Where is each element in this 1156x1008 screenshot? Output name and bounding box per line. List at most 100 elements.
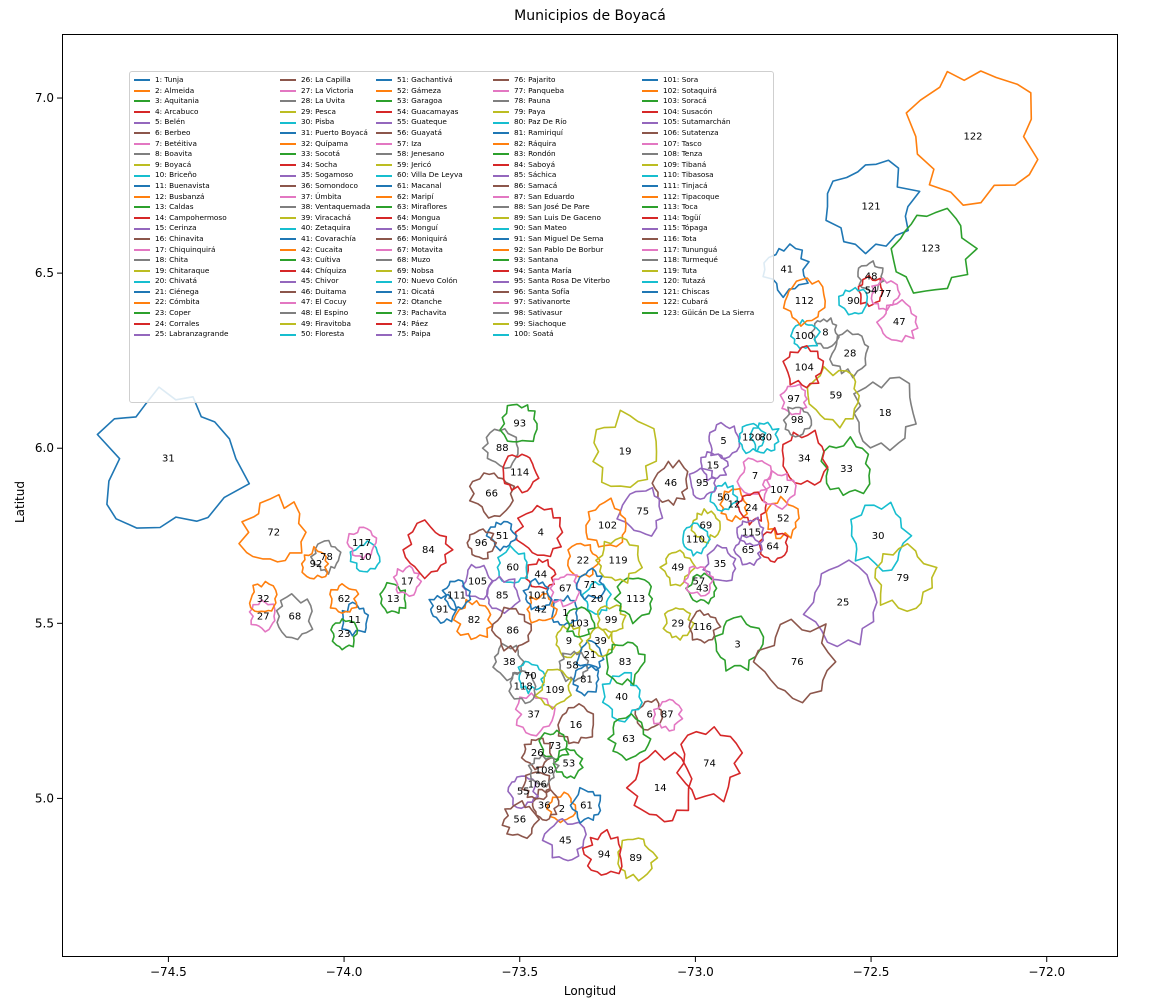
legend-item: 114: Togüí bbox=[642, 213, 754, 224]
municipality-label-105: 105 bbox=[468, 576, 487, 587]
legend-label: 44: Chíquiza bbox=[301, 265, 347, 275]
legend-label: 47: El Cocuy bbox=[301, 297, 347, 307]
municipality-outline-108 bbox=[527, 753, 560, 788]
municipality-outline-22 bbox=[567, 542, 601, 578]
legend-item: 34: Socha bbox=[280, 160, 370, 171]
legend-column: 76: Pajarito 77: Panqueba 78: Pauna 79: Pay… bbox=[493, 75, 610, 340]
legend-swatch bbox=[134, 301, 150, 304]
x-tick-label: −72.5 bbox=[853, 965, 890, 979]
legend-item: 75: Paipa bbox=[376, 329, 463, 340]
legend-item: 27: La Victoria bbox=[280, 86, 370, 97]
legend-swatch bbox=[493, 280, 509, 283]
legend-swatch bbox=[134, 269, 150, 272]
legend-item: 92: San Pablo De Borbur bbox=[493, 245, 610, 256]
legend-item: 9: Boyacá bbox=[134, 160, 228, 171]
municipality-label-39: 39 bbox=[594, 636, 607, 647]
legend-label: 87: San Eduardo bbox=[514, 191, 575, 201]
municipality-outline-2 bbox=[546, 791, 577, 824]
legend-column: 1: Tunja 2: Almeida 3: Aquitania 4: Arcabuc… bbox=[134, 75, 228, 340]
legend: 1: Tunja 2: Almeida 3: Aquitania 4: Arcabuc… bbox=[129, 71, 774, 403]
municipality-label-55: 55 bbox=[517, 786, 530, 797]
legend-swatch bbox=[376, 206, 392, 209]
municipality-label-8: 8 bbox=[822, 328, 828, 339]
municipality-outline-114 bbox=[502, 453, 540, 494]
legend-swatch bbox=[376, 322, 392, 325]
municipality-outline-48 bbox=[857, 260, 885, 293]
municipality-label-96: 96 bbox=[475, 538, 488, 549]
municipality-outline-82 bbox=[452, 598, 494, 641]
legend-swatch bbox=[134, 142, 150, 145]
legend-item: 108: Tenza bbox=[642, 149, 754, 160]
municipality-label-45: 45 bbox=[559, 835, 572, 846]
legend-item: 111: Tinjacá bbox=[642, 181, 754, 192]
municipality-label-35: 35 bbox=[714, 559, 727, 570]
legend-swatch bbox=[280, 301, 296, 304]
municipality-outline-72 bbox=[238, 493, 307, 563]
municipality-outline-117 bbox=[346, 526, 378, 560]
legend-label: 118: Turmequé bbox=[663, 255, 718, 265]
legend-swatch bbox=[280, 333, 296, 336]
legend-item: 15: Cerinza bbox=[134, 223, 228, 234]
municipality-label-83: 83 bbox=[619, 657, 632, 668]
municipality-label-73: 73 bbox=[549, 741, 562, 752]
legend-label: 29: Pesca bbox=[301, 106, 336, 116]
legend-label: 77: Panqueba bbox=[514, 85, 565, 95]
legend-swatch bbox=[134, 333, 150, 336]
legend-swatch bbox=[493, 269, 509, 272]
legend-label: 76: Pajarito bbox=[514, 75, 556, 84]
municipality-label-112: 112 bbox=[795, 296, 814, 307]
municipality-outline-26 bbox=[520, 737, 553, 771]
legend-item: 36: Somondoco bbox=[280, 181, 370, 192]
municipality-outline-7 bbox=[736, 457, 773, 495]
legend-swatch bbox=[642, 100, 658, 103]
legend-item: 57: Iza bbox=[376, 139, 463, 150]
legend-label: 114: Togüí bbox=[663, 212, 701, 222]
legend-swatch bbox=[493, 132, 509, 135]
municipality-label-88: 88 bbox=[496, 443, 509, 454]
legend-item: 2: Almeida bbox=[134, 86, 228, 97]
municipality-outline-50 bbox=[709, 481, 739, 512]
legend-item: 20: Chivatá bbox=[134, 276, 228, 287]
municipality-label-86: 86 bbox=[506, 625, 519, 636]
y-tick-label: 7.0 bbox=[35, 91, 54, 105]
legend-item: 97: Sativanorte bbox=[493, 297, 610, 308]
legend-swatch bbox=[376, 111, 392, 114]
legend-item: 95: Santa Rosa De Viterbo bbox=[493, 276, 610, 287]
legend-swatch bbox=[642, 312, 658, 315]
municipality-outline-1 bbox=[551, 594, 579, 627]
municipality-label-60: 60 bbox=[506, 562, 519, 573]
legend-label: 17: Chiquinquirá bbox=[155, 244, 216, 254]
legend-label: 31: Puerto Boyacá bbox=[301, 127, 368, 137]
legend-swatch bbox=[134, 291, 150, 294]
legend-label: 81: Ramiriquí bbox=[514, 127, 563, 137]
legend-item: 89: San Luis De Gaceno bbox=[493, 213, 610, 224]
legend-item: 18: Chita bbox=[134, 255, 228, 266]
municipality-outline-5 bbox=[708, 421, 741, 460]
legend-label: 90: San Mateo bbox=[514, 223, 567, 233]
legend-swatch bbox=[280, 206, 296, 209]
municipality-label-29: 29 bbox=[671, 618, 684, 629]
legend-swatch bbox=[376, 301, 392, 304]
municipality-label-92: 92 bbox=[310, 559, 323, 570]
municipality-label-36: 36 bbox=[538, 800, 551, 811]
municipality-outline-121 bbox=[825, 159, 921, 255]
legend-item: 59: Jericó bbox=[376, 160, 463, 171]
legend-item: 6: Berbeo bbox=[134, 128, 228, 139]
legend-label: 13: Caldas bbox=[155, 202, 194, 212]
legend-item: 33: Socotá bbox=[280, 149, 370, 160]
legend-label: 32: Quípama bbox=[301, 138, 349, 148]
municipality-label-93: 93 bbox=[513, 419, 526, 430]
legend-label: 18: Chita bbox=[155, 255, 189, 265]
legend-swatch bbox=[134, 248, 150, 251]
legend-swatch bbox=[493, 111, 509, 114]
legend-label: 45: Chivor bbox=[301, 276, 339, 286]
municipality-label-7: 7 bbox=[752, 471, 758, 482]
legend-label: 110: Tibasosa bbox=[663, 170, 714, 180]
municipality-label-40: 40 bbox=[615, 692, 628, 703]
legend-swatch bbox=[280, 153, 296, 156]
legend-item: 119: Tuta bbox=[642, 266, 754, 277]
legend-swatch bbox=[280, 142, 296, 145]
municipality-label-70: 70 bbox=[524, 671, 537, 682]
municipality-outline-62 bbox=[329, 583, 360, 614]
legend-label: 75: Paipa bbox=[397, 329, 431, 339]
